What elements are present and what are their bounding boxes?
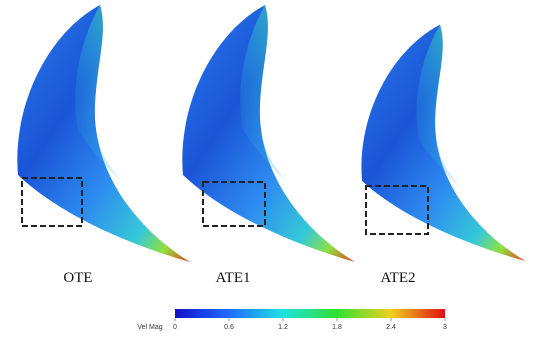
tick-label: 2.4 <box>386 324 396 331</box>
colorbar-ticks: 0 0.6 1.2 1.8 2.4 3 <box>173 318 447 331</box>
tick-label: 3 <box>443 324 447 331</box>
highlight-box <box>365 185 429 235</box>
panel-label: ATE1 <box>216 270 251 286</box>
tick-label: 1.2 <box>278 324 288 331</box>
panel-ate1: ATE1 <box>182 5 355 286</box>
highlight-box <box>21 177 83 227</box>
highlight-box <box>202 181 266 227</box>
panel-label: ATE2 <box>381 270 416 286</box>
panel-ote: OTE <box>17 5 191 286</box>
contour <box>361 24 526 262</box>
tick-label: 0.6 <box>224 324 234 331</box>
panel-ate2 <box>361 24 526 262</box>
panel-label: OTE <box>63 270 92 286</box>
tick-label: 0 <box>173 324 177 331</box>
contour <box>182 5 355 262</box>
colorbar-label: Vel Mag <box>137 324 162 331</box>
tick-label: 1.8 <box>332 324 342 331</box>
contour <box>17 5 191 262</box>
colorbar <box>175 309 445 318</box>
